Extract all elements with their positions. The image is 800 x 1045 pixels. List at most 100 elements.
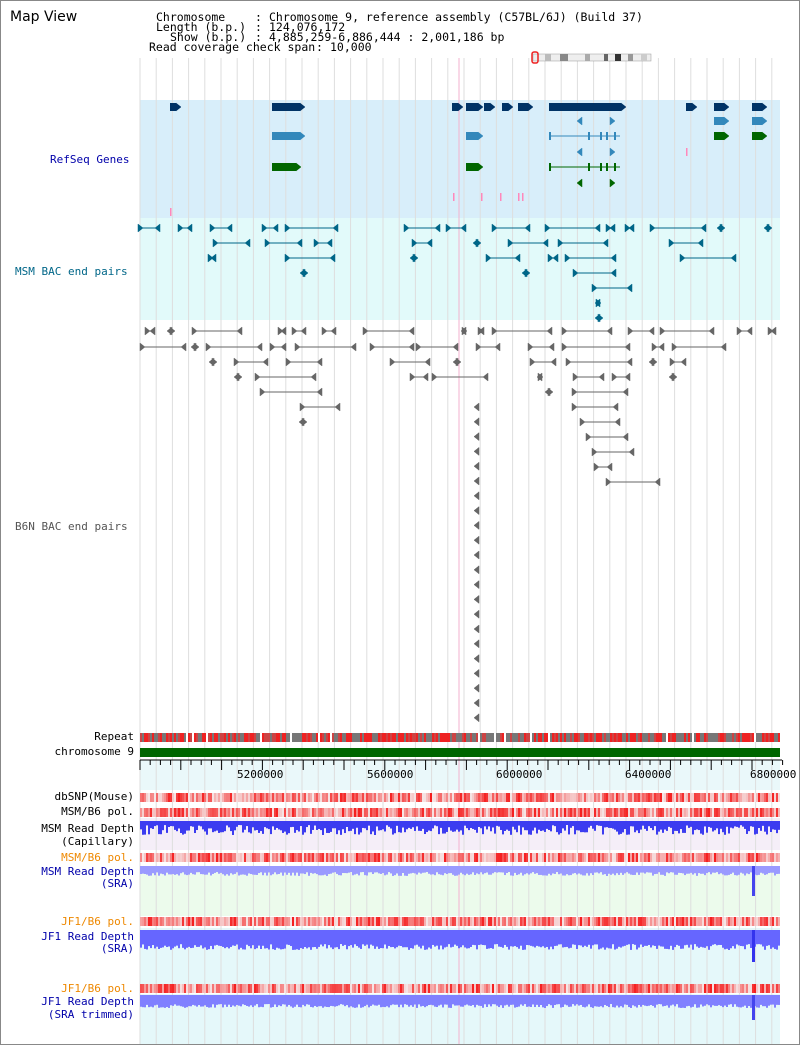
- gene-exon: [484, 103, 490, 111]
- bac-end: [594, 313, 601, 323]
- msm-depth-cap-bar: [536, 821, 538, 834]
- dbsnp-heat: [256, 793, 258, 802]
- msm-pol-sra-heat: [254, 853, 256, 862]
- msm-pol-heat: [308, 808, 310, 817]
- msm-pol-heat: [196, 808, 198, 817]
- jf1-trim-bar: [190, 995, 192, 1007]
- jf1-trim-bar: [444, 995, 446, 1005]
- msm-depth-cap-bar: [656, 821, 658, 835]
- msm-pol-heat: [358, 808, 360, 817]
- dbsnp-heat: [558, 793, 560, 802]
- msm-pol-heat: [526, 808, 528, 817]
- bac-end: [605, 477, 612, 487]
- msm-pol-heat: [570, 808, 572, 817]
- msm-pol-sra-heat: [268, 853, 270, 862]
- dbsnp-heat: [702, 793, 704, 802]
- dbsnp-heat: [170, 793, 172, 802]
- jf1-pol-heat: [242, 917, 244, 926]
- jf1-depth-bar: [266, 930, 268, 949]
- track-label-msm-bac[interactable]: MSM BAC end pairs: [15, 265, 128, 278]
- dbsnp-heat: [630, 793, 632, 802]
- msm-pol-heat: [656, 808, 658, 817]
- jf1-depth-bar: [436, 930, 438, 946]
- refseq-track-bg: [140, 100, 780, 218]
- jf1-depth-bar: [242, 930, 244, 950]
- msm-pol-sra-heat: [740, 853, 742, 862]
- bac-end: [746, 326, 753, 336]
- msm-pol-heat: [430, 808, 432, 817]
- jf1-depth-bar: [620, 930, 622, 948]
- jf1-pol-heat: [394, 917, 396, 926]
- jf1-pol-heat: [312, 917, 314, 926]
- jf1-trim-bar: [560, 995, 562, 1008]
- jf1-pol-trim-heat: [740, 984, 742, 993]
- jf1-pol-trim-heat: [754, 984, 756, 993]
- track-label-refseq[interactable]: RefSeq Genes: [50, 153, 130, 166]
- jf1-trim-bar: [260, 995, 262, 1007]
- msm-pol-heat: [666, 808, 668, 817]
- msm-depth-sra-bar: [382, 866, 384, 874]
- track-label-b6n-bac[interactable]: B6N BAC end pairs: [15, 520, 128, 533]
- msm-pol-heat: [364, 808, 366, 817]
- msm-depth-cap-bar: [198, 821, 200, 826]
- length-value: 124,076,172: [269, 20, 346, 34]
- jf1-pol-heat: [262, 917, 264, 926]
- msm-pol-sra-heat: [332, 853, 334, 862]
- msm-depth-cap-bar: [464, 821, 466, 826]
- dbsnp-heat: [496, 793, 498, 802]
- msm-depth-cap-bar: [382, 821, 384, 830]
- jf1-pol-trim-heat: [370, 984, 372, 993]
- gene-exon: [466, 132, 478, 140]
- dbsnp-heat: [468, 793, 470, 802]
- jf1-pol-trim-heat: [460, 984, 462, 993]
- jf1-trim-bar: [726, 995, 728, 1007]
- msm-pol-heat: [636, 808, 638, 817]
- jf1-pol-heat: [698, 917, 700, 926]
- msm-pol-heat: [298, 808, 300, 817]
- jf1-pol-trim-heat: [292, 984, 294, 993]
- dbsnp-heat: [452, 793, 454, 802]
- msm-pol-sra-heat: [490, 853, 492, 862]
- bac-end: [272, 223, 279, 233]
- jf1-trim-bar: [648, 995, 650, 1006]
- jf1-depth-bar: [646, 930, 648, 946]
- msm-pol-sra-heat: [514, 853, 516, 862]
- msm-pol-heat: [602, 808, 604, 817]
- msm-pol-heat: [414, 808, 416, 817]
- jf1-pol-heat: [244, 917, 246, 926]
- jf1-pol-heat: [524, 917, 526, 926]
- msm-depth-cap-bar: [228, 821, 230, 828]
- jf1-pol-trim-heat: [198, 984, 200, 993]
- bac-end: [610, 253, 617, 263]
- jf1-depth-bar: [734, 930, 736, 949]
- msm-pol-sra-heat: [526, 853, 528, 862]
- repeat-segment: [210, 733, 212, 742]
- msm-depth-cap-bar: [398, 821, 400, 833]
- msm-depth-cap-bar: [462, 821, 464, 835]
- repeat-segment: [146, 733, 148, 742]
- msm-depth-sra-bar: [628, 866, 630, 874]
- jf1-pol-heat: [518, 917, 520, 926]
- dbsnp-heat: [398, 793, 400, 802]
- repeat-segment: [390, 733, 392, 742]
- jf1-pol-trim-heat: [372, 984, 374, 993]
- msm-pol-heat: [332, 808, 334, 817]
- msm-pol-sra-heat: [604, 853, 606, 862]
- jf1-depth-bar: [158, 930, 160, 949]
- jf1-pol-heat: [426, 917, 428, 926]
- msm-depth-cap-bar: [142, 821, 144, 835]
- msm-pol-heat: [260, 808, 262, 817]
- jf1-trim-bar: [762, 995, 764, 1007]
- jf1-pol-trim-heat: [322, 984, 324, 993]
- jf1-trim-bar: [544, 995, 546, 1008]
- repeat-segment: [592, 733, 594, 742]
- jf1-depth-bar: [330, 930, 332, 948]
- jf1-depth-bar: [216, 930, 218, 945]
- msm-pol-sra-heat: [224, 853, 226, 862]
- msm-depth-sra-bar: [162, 866, 164, 875]
- jf1-trim-bar: [608, 995, 610, 1008]
- msm-depth-sra-bar: [506, 866, 508, 874]
- msm-pol-heat: [390, 808, 392, 817]
- jf1-pol-trim-heat: [282, 984, 284, 993]
